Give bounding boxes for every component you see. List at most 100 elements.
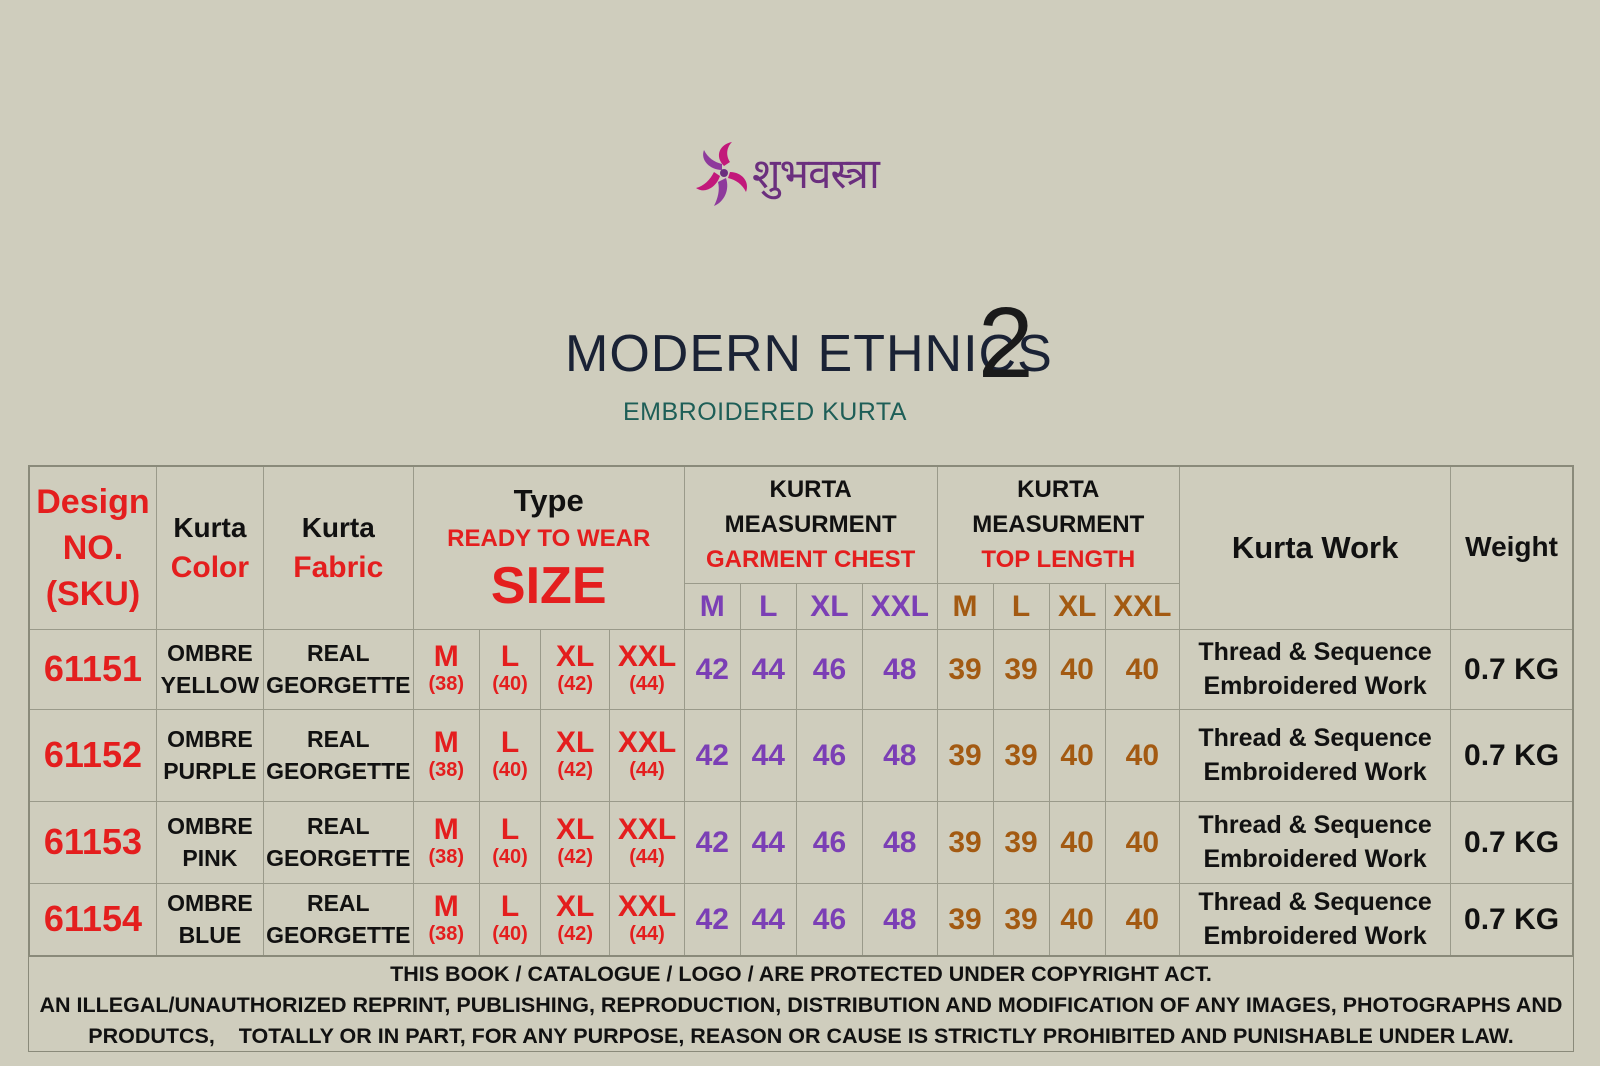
color-cell: OMBRE YELLOW [155, 628, 264, 710]
size-number: (38) [428, 846, 465, 868]
length-value-cell: 40 [1048, 882, 1106, 957]
size-cell: M (38) [412, 882, 480, 957]
chest-value-cell: 44 [739, 628, 797, 710]
weight-cell: 0.7 KG [1450, 708, 1574, 802]
color-line2: YELLOW [160, 672, 260, 698]
length-value-cell: 39 [936, 800, 994, 884]
length-size-m: M [936, 582, 994, 630]
size-label: L [500, 640, 520, 673]
length-value-cell: 39 [992, 882, 1050, 957]
work-line1: Thread & Sequence [1198, 638, 1432, 666]
size-number: (38) [428, 673, 465, 695]
size-number: (44) [629, 923, 665, 946]
page-subtitle: EMBROIDERED KURTA [622, 398, 907, 426]
fabric-cell: REAL GEORGETTE [262, 708, 414, 802]
size-number: (40) [492, 673, 528, 695]
table-row: 61152 OMBRE PURPLE REAL GEORGETTE M (38) L (40) X… [28, 708, 1574, 802]
size-cell: XL (42) [540, 882, 611, 957]
chest-value-cell: 44 [739, 708, 797, 802]
size-label: XXL [617, 640, 677, 673]
color-cell: OMBRE PURPLE [155, 708, 264, 802]
color-line2: PINK [182, 845, 238, 871]
length-value-cell: 39 [992, 800, 1050, 884]
table-row: 61154 OMBRE BLUE REAL GEORGETTE M (38) L (40) XL(… [28, 882, 1574, 957]
weight-cell: 0.7 KG [1450, 800, 1574, 884]
chest-value-cell: 46 [795, 882, 864, 957]
size-number: (40) [492, 846, 528, 868]
size-cell: XXL (44) [609, 882, 685, 957]
chest-value-cell: 48 [862, 800, 938, 884]
header-chest-line3: GARMENT CHEST [705, 546, 916, 574]
table-row: 61153 OMBRE PINK REAL GEORGETTE M (38) L (40) XL(… [28, 800, 1574, 884]
table-subheader-row: M L XL XXL M L XL XXL [29, 582, 1573, 630]
brand-logo-text: शुभवस्त्रा [752, 149, 880, 198]
fabric-line2: GEORGETTE [266, 845, 411, 871]
size-number: (38) [428, 923, 465, 946]
work-cell: Thread & Sequence Embroidered Work [1179, 628, 1452, 710]
size-number: (44) [629, 673, 665, 695]
header-design-line2: NO. [62, 528, 124, 567]
fabric-line1: REAL [306, 813, 370, 839]
work-line1: Thread & Sequence [1198, 811, 1432, 839]
header-kurta-fabric: Kurta Fabric [262, 465, 414, 630]
size-label: L [500, 726, 520, 759]
table-header-row: Design NO. (SKU) Kurta Color Kurta Fabri… [28, 465, 1574, 630]
length-value-cell: 39 [936, 628, 994, 710]
size-cell: M (38) [412, 628, 480, 710]
weight-cell: 0.7 KG [1450, 628, 1574, 710]
length-value-cell: 40 [1048, 708, 1106, 802]
size-cell: M (38) [412, 800, 480, 884]
size-cell: M (38) [412, 708, 480, 802]
size-label: M [433, 640, 459, 673]
header-design-no: Design NO. (SKU) [28, 465, 157, 630]
color-line2: BLUE [178, 922, 242, 949]
chest-value-cell: 44 [739, 800, 797, 884]
work-line2: Embroidered Work [1203, 758, 1427, 786]
size-label: M [433, 890, 459, 924]
work-line1: Thread & Sequence [1198, 888, 1432, 917]
copyright-line3: PRODUTCS, TOTALLY OR IN PART, FOR ANY PU… [88, 1024, 1514, 1048]
color-line2: PURPLE [163, 758, 257, 784]
fabric-line2: GEORGETTE [266, 922, 411, 949]
size-cell: L (40) [478, 628, 542, 710]
header-length-line1: KURTA [1017, 476, 1100, 504]
work-line2: Embroidered Work [1203, 672, 1427, 700]
chest-value-cell: 42 [683, 708, 741, 802]
color-cell: OMBRE PINK [155, 800, 264, 884]
chest-size-l: L [739, 582, 797, 630]
fabric-cell: REAL GEORGETTE [262, 882, 414, 957]
chest-value-cell: 48 [862, 628, 938, 710]
length-value-cell: 40 [1048, 800, 1106, 884]
size-number: (44) [629, 846, 665, 868]
chest-value-cell: 48 [862, 882, 938, 957]
size-number: (44) [629, 759, 665, 781]
length-value-cell: 40 [1104, 708, 1181, 802]
chest-value-cell: 42 [683, 882, 741, 957]
size-cell: L (40) [478, 882, 542, 957]
size-label: XL [556, 813, 595, 846]
copyright-line2: AN ILLEGAL/UNAUTHORIZED REPRINT, PUBLISH… [39, 993, 1563, 1017]
page-title: MODERN ETHNICS [565, 325, 1053, 383]
size-cell: XL (42) [540, 628, 611, 710]
length-size-l: L [992, 582, 1050, 630]
length-size-xxl: XXL [1104, 582, 1181, 630]
header-type-line2: READY TO WEAR [447, 524, 651, 552]
size-label: L [500, 890, 520, 924]
header-design-line3: (SKU) [45, 574, 141, 613]
chest-size-xl: XL [795, 582, 864, 630]
length-value-cell: 39 [992, 628, 1050, 710]
work-line1: Thread & Sequence [1198, 724, 1432, 752]
work-line2: Embroidered Work [1203, 845, 1427, 873]
length-value-cell: 40 [1104, 628, 1181, 710]
length-size-xl: XL [1048, 582, 1106, 630]
weight-cell: 0.7 KG [1450, 882, 1574, 957]
size-cell: XXL (44) [609, 628, 685, 710]
copyright-notice: THIS BOOK / CATALOGUE / LOGO / ARE PROTE… [28, 956, 1574, 1052]
size-number: (42) [557, 923, 593, 946]
copyright-line1: THIS BOOK / CATALOGUE / LOGO / ARE PROTE… [390, 962, 1212, 986]
size-number: (42) [557, 846, 593, 868]
header-color-line1: Kurta [173, 511, 247, 543]
size-cell: XL (42) [540, 708, 611, 802]
sku-cell: 61151 [28, 628, 157, 710]
title-number: 2 [978, 287, 1034, 399]
